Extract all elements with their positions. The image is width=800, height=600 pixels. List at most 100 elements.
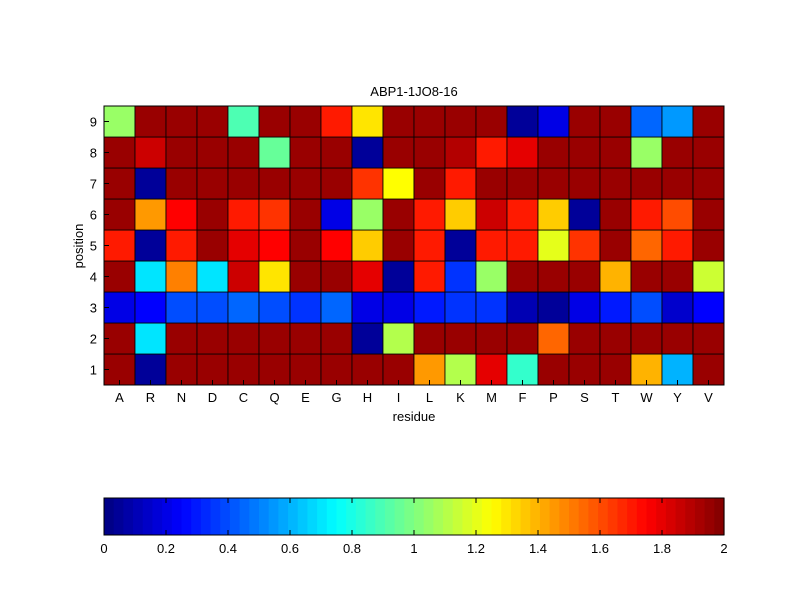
- heatmap-cell: [320, 136, 353, 169]
- colorbar-step: [297, 498, 309, 535]
- heatmap-cell: [475, 322, 508, 355]
- heatmap-cell: [196, 291, 229, 324]
- colorbar-step: [627, 498, 638, 535]
- heatmap-cell: [289, 167, 322, 200]
- heatmap-cell: [506, 105, 539, 138]
- heatmap-cell: [165, 322, 198, 355]
- x-tick-label: W: [640, 390, 653, 405]
- heatmap-cell: [444, 105, 477, 138]
- colorbar-step: [288, 498, 299, 535]
- colorbar-tick-label: 0.6: [281, 541, 299, 556]
- x-tick-label: L: [426, 390, 433, 405]
- heatmap-cell: [103, 260, 136, 293]
- heatmap-cell: [351, 322, 384, 355]
- heatmap-cell: [568, 260, 601, 293]
- y-tick-label: 9: [90, 115, 97, 130]
- heatmap-cell: [196, 136, 229, 169]
- colorbar-tick-label: 0.8: [343, 541, 361, 556]
- heatmap-cell: [227, 322, 260, 355]
- colorbar-step: [346, 498, 357, 535]
- colorbar-ticks: 0 0.2 0.4 0.6 0.8 1 1.2 1.4 1.6 1.8 2: [100, 498, 728, 556]
- colorbar-step: [239, 498, 250, 535]
- heatmap-cell: [289, 105, 322, 138]
- heatmap-cell: [692, 353, 725, 386]
- x-tick-label: Q: [269, 390, 279, 405]
- heatmap-cell: [382, 105, 415, 138]
- heatmap-cell: [537, 229, 570, 262]
- colorbar-step: [384, 498, 396, 535]
- x-tick-label: E: [301, 390, 310, 405]
- heatmap-cell: [320, 322, 353, 355]
- heatmap-cell: [289, 136, 322, 169]
- colorbar-step: [404, 498, 415, 535]
- heatmap-cell: [351, 136, 384, 169]
- colorbar-step: [607, 498, 619, 535]
- heatmap-cell: [630, 322, 663, 355]
- colorbar-step: [259, 498, 270, 535]
- heatmap-cell: [227, 260, 260, 293]
- colorbar-step: [491, 498, 502, 535]
- colorbar-tick-label: 1: [410, 541, 417, 556]
- y-tick-label: 3: [90, 301, 97, 316]
- heatmap-cell: [630, 105, 663, 138]
- heatmap-cell: [258, 229, 291, 262]
- colorbar-step: [685, 498, 696, 535]
- heatmap-cell: [661, 353, 694, 386]
- heatmap-cell: [599, 353, 632, 386]
- heatmap-cell: [692, 260, 725, 293]
- heatmap-cell: [475, 260, 508, 293]
- x-tick-label: F: [519, 390, 527, 405]
- heatmap-cell: [444, 198, 477, 231]
- heatmap-cell: [320, 291, 353, 324]
- heatmap-cell: [165, 198, 198, 231]
- y-axis-ticks: 1 2 3 4 5 6 7 8 9: [90, 115, 109, 378]
- heatmap-cell: [134, 136, 167, 169]
- heatmap-cell: [630, 229, 663, 262]
- heatmap-cell: [196, 322, 229, 355]
- heatmap-cell: [599, 291, 632, 324]
- heatmap-cell: [599, 260, 632, 293]
- heatmap-cell: [103, 105, 136, 138]
- heatmap-cell: [227, 136, 260, 169]
- colorbar-step: [162, 498, 173, 535]
- heatmap-cell: [568, 353, 601, 386]
- heatmap-cell: [444, 260, 477, 293]
- colorbar-step: [472, 498, 483, 535]
- heatmap-cell: [165, 229, 198, 262]
- y-tick-label: 1: [90, 363, 97, 378]
- colorbar-step: [355, 498, 367, 535]
- heatmap-cell: [134, 322, 167, 355]
- heatmap-cell: [227, 105, 260, 138]
- colorbar-step: [200, 498, 212, 535]
- y-axis-label: position: [71, 224, 86, 269]
- heatmap-cell: [134, 353, 167, 386]
- heatmap-cell: [568, 291, 601, 324]
- heatmap-cell: [537, 167, 570, 200]
- heatmap-cell: [661, 136, 694, 169]
- colorbar-step: [113, 498, 124, 535]
- heatmap-cell: [258, 260, 291, 293]
- colorbar-step: [704, 498, 715, 535]
- heatmap-cell: [165, 260, 198, 293]
- colorbar-step: [142, 498, 154, 535]
- heatmap-cell: [382, 353, 415, 386]
- heatmap-cell: [692, 167, 725, 200]
- heatmap-cell: [630, 260, 663, 293]
- colorbar-step: [152, 498, 163, 535]
- heatmap-cell: [196, 260, 229, 293]
- heatmap-cell: [444, 167, 477, 200]
- x-tick-label: G: [331, 390, 341, 405]
- heatmap-cell: [568, 229, 601, 262]
- x-tick-label: M: [486, 390, 497, 405]
- heatmap-cell: [692, 105, 725, 138]
- colorbar-step: [191, 498, 202, 535]
- heatmap-cell: [289, 322, 322, 355]
- x-tick-label: Y: [673, 390, 682, 405]
- x-tick-label: N: [177, 390, 186, 405]
- y-tick-label: 8: [90, 146, 97, 161]
- y-tick-label: 6: [90, 208, 97, 223]
- heatmap-cell: [599, 198, 632, 231]
- heatmap-cell: [134, 198, 167, 231]
- colorbar-step: [336, 498, 347, 535]
- heatmap-cell: [537, 136, 570, 169]
